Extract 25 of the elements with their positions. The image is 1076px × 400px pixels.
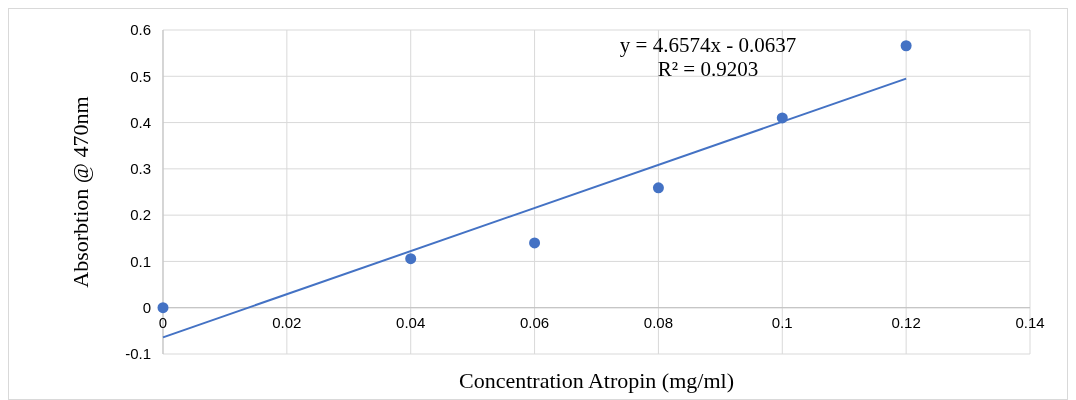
x-tick-label: 0.12 [891,313,921,331]
y-tick-label: 0.2 [130,206,151,224]
y-tick-label: -0.1 [125,345,151,363]
y-tick-label: 0.6 [130,21,151,39]
y-tick-label: 0 [142,298,151,316]
y-tick-label: 0.5 [130,67,151,85]
point [652,182,664,194]
point [157,302,169,314]
x-axis-title: Concentration Atropin (mg/ml) [459,368,734,393]
y-tick-label: 0.1 [130,252,151,270]
x-tick-label: 0.08 [643,313,674,331]
x-tick-label: 0.02 [272,313,302,331]
point [900,40,912,52]
point [405,253,417,265]
x-tick-label: 0.1 [771,313,793,331]
annotation: R² = 0.9203 [657,57,759,81]
x-tick-label: 0 [158,313,168,331]
annotation: y = 4.6574x - 0.0637 [619,33,797,57]
point [529,237,541,249]
y-tick-label: 0.3 [130,160,151,178]
y-axis-title: Absorbtion @ 470nm [68,96,93,288]
y-tick-label: 0.4 [130,113,151,131]
x-tick-label: 0.06 [519,313,550,331]
x-tick-label: 0.14 [1015,313,1045,331]
x-tick-label: 0.04 [396,313,426,331]
